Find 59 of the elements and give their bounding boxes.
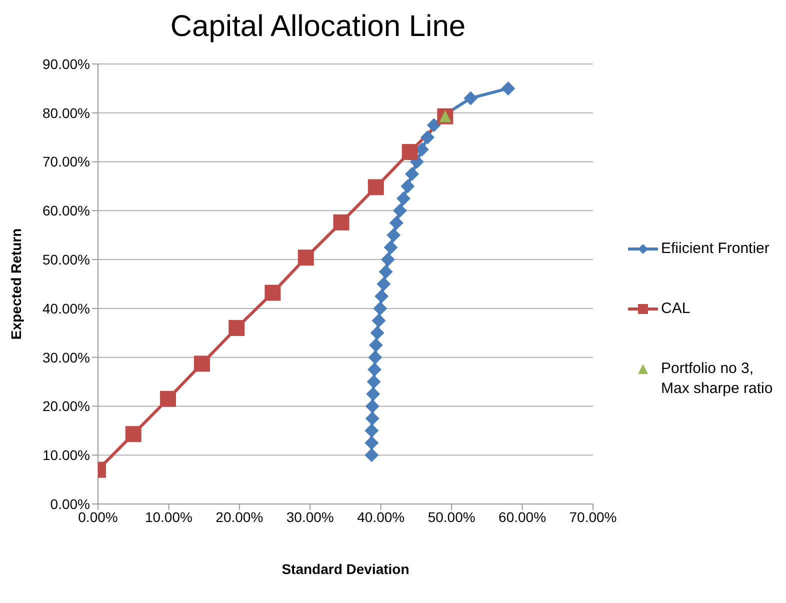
point (366, 374, 381, 389)
point (396, 191, 410, 206)
x-axis-title: Standard Deviation (282, 560, 410, 577)
point (392, 204, 407, 218)
y-tick-label: 40.00% (42, 300, 90, 316)
y-tick-label: 60.00% (42, 202, 90, 219)
x-tick-label: 30.00% (286, 508, 334, 525)
y-axis-title: Expected Return (8, 228, 24, 340)
point (364, 436, 379, 450)
y-tick-label: 30.00% (42, 349, 90, 366)
point (404, 167, 419, 181)
point (384, 240, 398, 254)
legend-label: CAL (661, 299, 690, 319)
point (264, 284, 281, 301)
point (333, 214, 350, 230)
point (400, 179, 415, 194)
y-tick-label: 50.00% (42, 252, 90, 268)
point (364, 424, 379, 438)
x-tick-label: 50.00% (428, 508, 476, 525)
x-tick-label: 70.00% (569, 508, 617, 525)
point (160, 390, 176, 407)
point (367, 362, 382, 377)
point (378, 264, 393, 279)
x-tick-label: 40.00% (357, 508, 405, 525)
point (380, 252, 395, 267)
legend-label: Portfolio no 3, Max sharpe ratio (661, 359, 773, 399)
point (370, 326, 384, 340)
point (374, 289, 389, 304)
x-tick-label: 10.00% (144, 508, 192, 525)
y-tick-label: 70.00% (42, 154, 90, 170)
point (368, 350, 382, 364)
x-tick-label: 20.00% (216, 508, 264, 525)
point (365, 411, 380, 426)
point (376, 277, 391, 291)
point (364, 448, 379, 462)
point (372, 314, 386, 328)
y-tick-label: 10.00% (42, 447, 90, 464)
y-tick-label: 20.00% (42, 398, 90, 414)
point (368, 179, 384, 196)
point (194, 356, 210, 372)
point (386, 228, 401, 242)
point (366, 387, 380, 401)
point (402, 144, 418, 160)
point (420, 130, 435, 144)
y-tick-label: 90.00% (42, 56, 90, 72)
point (298, 250, 314, 266)
y-tick-label: 80.00% (42, 104, 90, 121)
point (125, 426, 142, 442)
point (389, 216, 404, 230)
point (368, 338, 383, 352)
legend-label: Efiicient Frontier (661, 239, 770, 259)
point (365, 399, 380, 414)
point (373, 301, 388, 316)
chart-title: Capital Allocation Line (169, 10, 467, 45)
point (426, 118, 441, 132)
point (501, 81, 516, 96)
point (464, 91, 478, 106)
point (228, 320, 245, 336)
x-tick-label: 60.00% (498, 508, 546, 525)
